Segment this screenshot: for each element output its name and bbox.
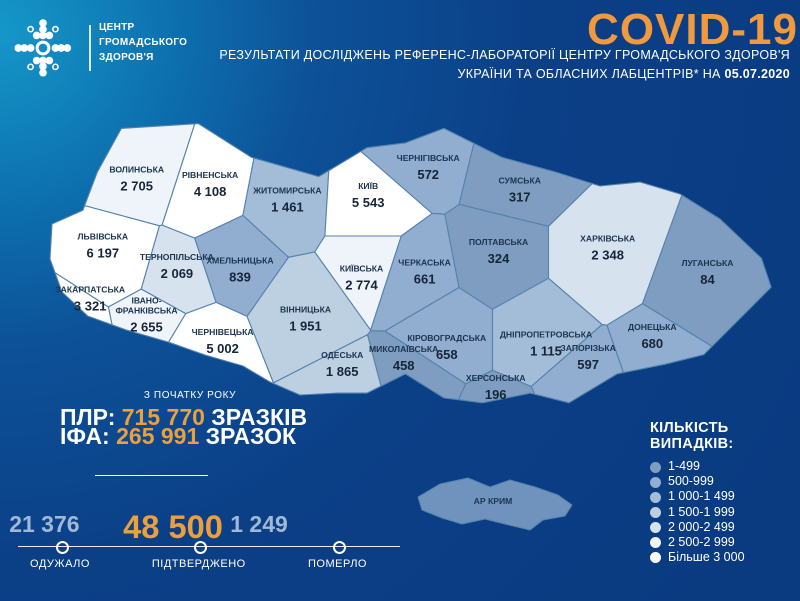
svg-text:84: 84	[700, 272, 715, 287]
svg-text:ЛЬВІВСЬКА: ЛЬВІВСЬКА	[78, 232, 129, 242]
svg-text:839: 839	[229, 270, 251, 285]
svg-text:2 705: 2 705	[120, 179, 153, 194]
svg-text:ДНІПРОПЕТРОВСЬКА: ДНІПРОПЕТРОВСЬКА	[500, 330, 592, 340]
svg-text:ЧЕРНІГІВСЬКА: ЧЕРНІГІВСЬКА	[397, 153, 460, 163]
svg-text:5 543: 5 543	[352, 195, 385, 210]
svg-text:597: 597	[577, 357, 599, 372]
svg-text:ТЕРНОПІЛЬСЬКА: ТЕРНОПІЛЬСЬКА	[140, 252, 214, 262]
svg-text:КИЇВ: КИЇВ	[358, 181, 378, 191]
svg-text:4 108: 4 108	[194, 184, 227, 199]
svg-text:ЗАПОРІЗЬКА: ЗАПОРІЗЬКА	[560, 343, 615, 353]
svg-text:680: 680	[641, 336, 663, 351]
svg-text:СУМСЬКА: СУМСЬКА	[498, 175, 540, 185]
svg-text:2 348: 2 348	[591, 247, 624, 262]
svg-text:ВІННИЦЬКА: ВІННИЦЬКА	[280, 304, 331, 314]
svg-text:КІРОВОГРАДСЬКА: КІРОВОГРАДСЬКА	[407, 333, 486, 343]
svg-text:6 197: 6 197	[87, 246, 120, 261]
svg-text:5 002: 5 002	[206, 341, 239, 356]
svg-text:658: 658	[436, 347, 458, 362]
svg-text:2 655: 2 655	[130, 320, 163, 335]
svg-text:МИКОЛАЇВСЬКА: МИКОЛАЇВСЬКА	[369, 344, 438, 354]
svg-text:1 461: 1 461	[271, 199, 304, 214]
svg-text:1 115: 1 115	[530, 344, 562, 359]
svg-text:196: 196	[485, 387, 507, 402]
svg-text:ЖИТОМИРСЬКА: ЖИТОМИРСЬКА	[252, 185, 321, 195]
svg-text:ЧЕРКАСЬКА: ЧЕРКАСЬКА	[398, 257, 451, 267]
svg-text:1 951: 1 951	[289, 318, 322, 333]
svg-text:ХЕРСОНСЬКА: ХЕРСОНСЬКА	[466, 373, 526, 383]
svg-text:2 774: 2 774	[345, 278, 378, 293]
svg-text:ФРАНКІВСЬКА: ФРАНКІВСЬКА	[115, 306, 177, 316]
svg-text:КИЇВСЬКА: КИЇВСЬКА	[340, 264, 384, 274]
svg-text:ЛУГАНСЬКА: ЛУГАНСЬКА	[682, 258, 734, 268]
svg-text:ХМЕЛЬНИЦЬКА: ХМЕЛЬНИЦЬКА	[206, 256, 273, 266]
svg-text:3 321: 3 321	[74, 298, 107, 313]
svg-text:2 069: 2 069	[161, 266, 194, 281]
svg-text:ПОЛТАВСЬКА: ПОЛТАВСЬКА	[469, 237, 528, 247]
svg-text:ІВАНО-: ІВАНО-	[131, 296, 161, 306]
svg-text:ЗАКАРПАТСЬКА: ЗАКАРПАТСЬКА	[55, 284, 125, 294]
svg-text:ДОНЕЦЬКА: ДОНЕЦЬКА	[628, 322, 677, 332]
svg-text:324: 324	[488, 251, 510, 266]
svg-text:458: 458	[393, 358, 415, 373]
svg-text:1 865: 1 865	[326, 364, 359, 379]
svg-text:ВОЛИНСЬКА: ВОЛИНСЬКА	[109, 165, 164, 175]
svg-text:ЧЕРНІВЕЦЬКА: ЧЕРНІВЕЦЬКА	[192, 327, 254, 337]
svg-text:572: 572	[417, 167, 439, 182]
svg-text:ОДЕСЬКА: ОДЕСЬКА	[321, 350, 363, 360]
svg-text:317: 317	[509, 189, 531, 204]
svg-text:РІВНЕНСЬКА: РІВНЕНСЬКА	[182, 170, 238, 180]
svg-text:661: 661	[414, 271, 436, 286]
svg-text:ХАРКІВСЬКА: ХАРКІВСЬКА	[580, 233, 635, 243]
